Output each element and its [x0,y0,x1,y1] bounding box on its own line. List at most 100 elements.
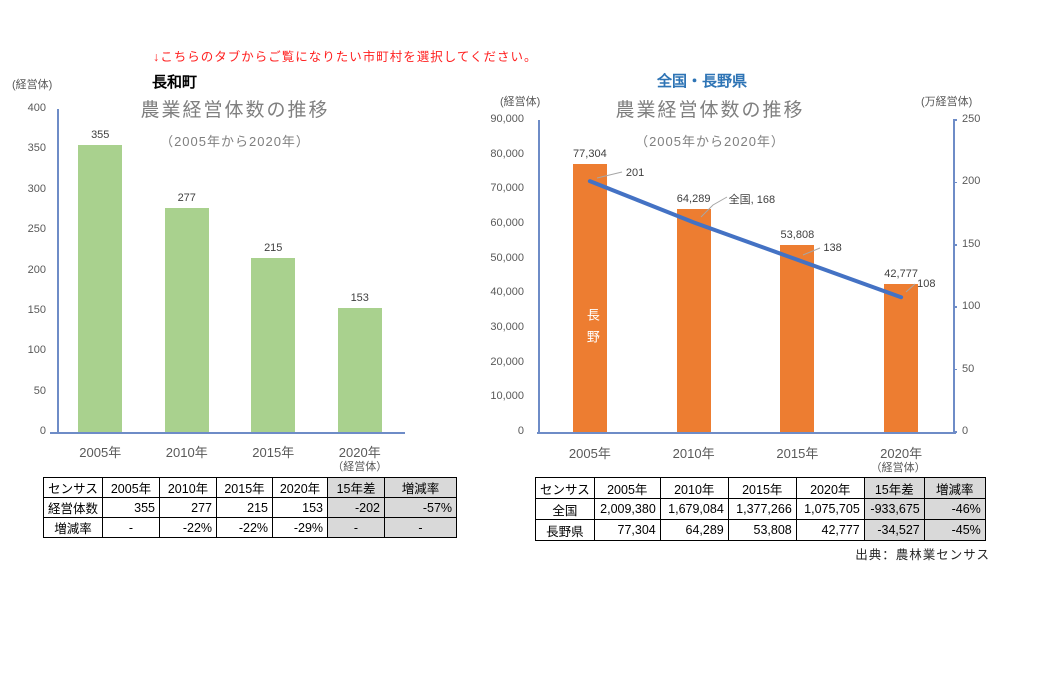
bar-value-label: 215 [264,242,283,255]
value-cell: - [327,517,386,538]
line-value-label: 138 [823,241,842,254]
bar-2015年 [251,258,296,432]
right-y-tick-label: 250 [962,113,981,125]
y-tick-label: 150 [27,303,46,316]
bar-value-label: 64,289 [676,193,711,206]
right-y-tick-mark [953,119,957,121]
bar-value-label: 355 [91,129,110,142]
in-bar-series-label: 長野 [584,308,600,352]
left-chart-title: 農業経営体数の推移 [140,100,330,121]
header-cell: 2010年 [159,477,218,498]
table-header-row: センサス 2005年 2010年 2015年 2020年 15年差 増減率 [535,477,986,499]
value-cell: -34,527 [863,519,925,541]
header-cell: 2020年 [795,477,865,499]
x-axis-line [537,432,956,434]
value-cell: - [384,517,458,538]
value-cell: 64,289 [659,519,729,541]
x-tick-label: 2015年 [252,445,295,460]
header-cell: 2005年 [102,477,161,498]
value-cell: 77,304 [593,519,661,541]
right-chart-region-label: 全国・長野県 [656,73,747,90]
header-cell: 15年差 [863,477,925,499]
left-y-tick-label: 50,000 [490,251,524,264]
header-cell: センサス [42,477,104,498]
table-row: 長野県 77,304 64,289 53,808 42,777 -34,527 -45% [535,519,986,541]
right-y-tick-mark [953,181,957,184]
national-nagano-summary-table: センサス 2005年 2010年 2015年 2020年 15年差 増減率 全国 2,009,3… [535,477,986,541]
right-y-axis-line [953,120,955,432]
national-nagano-census-table: センサス 2005年 2010年 2015年 2020年 15年差 増減率 全国 2,009,3… [535,477,986,541]
y-tick-label: 300 [27,182,46,195]
bar-2020年 [337,308,382,432]
right-y-tick-label: 50 [962,362,975,375]
value-cell: 215 [216,497,274,518]
bar-value-label: 77,304 [573,148,607,160]
row-label-cell: 全国 [535,498,595,520]
left-chart-region-label: 長和町 [152,74,198,91]
y-tick-label: 200 [27,263,46,276]
y-tick-label: 250 [27,223,46,236]
value-cell: -22% [216,517,274,538]
right-chart-subtitle: （2005年から2020年） [635,134,785,149]
value-cell: -46% [923,498,986,520]
value-cell: -22% [159,517,218,538]
value-cell: 42,777 [795,519,865,541]
value-cell: 277 [159,497,218,518]
value-cell: 1,377,266 [727,498,797,520]
left-y-tick-label: 10,000 [490,390,524,403]
bar-2010年 [676,209,711,432]
x-tick-label: 2010年 [165,445,208,460]
y-axis-line [57,109,59,432]
left-y-tick-label: 40,000 [490,286,524,299]
right-y-tick-mark [953,306,957,308]
right-chart-left-y-unit-label: (経営体) [500,96,541,108]
header-cell: 2005年 [593,477,661,499]
value-cell: -933,675 [863,498,925,520]
left-y-tick-label: 80,000 [490,147,524,160]
bar-value-label: 53,808 [780,229,815,242]
left-y-tick-label: 0 [517,425,524,437]
bar-value-label: 153 [350,292,369,305]
y-tick-label: 400 [27,102,46,114]
nagawa-summary-table: センサス 2005年 2010年 2015年 2020年 15年差 増減率 経営体数 355 27… [42,477,458,538]
value-cell: 2,009,380 [593,498,661,520]
right-chart-right-y-unit-label: (万経営体) [921,96,973,108]
value-cell: -202 [327,497,386,518]
header-cell: 2010年 [659,477,729,499]
right-y-tick-label: 200 [962,175,981,188]
x-axis-unit-note: （経営体） [332,461,388,473]
header-cell: 15年差 [327,477,386,498]
bar-2005年 [572,164,607,432]
header-cell: 2020年 [272,477,329,498]
value-cell: -57% [384,497,458,518]
tab-select-instruction: ↓こちらのタブからご覧になりたい市町村を選択してください。 [153,50,538,64]
left-y-axis-line [538,120,540,432]
value-cell: 53,808 [727,519,797,541]
row-label-cell: 経営体数 [42,497,104,518]
left-y-tick-label: 60,000 [490,217,524,229]
value-cell: 1,075,705 [795,498,865,520]
bar-2015年 [780,245,815,432]
right-y-tick-mark [953,368,957,371]
left-chart-subtitle: （2005年から2020年） [160,134,310,149]
value-cell: -29% [272,517,329,538]
table-row: 経営体数 355 277 215 153 -202 -57% [42,497,458,518]
right-chart-title: 農業経営体数の推移 [615,100,805,121]
right-y-tick-label: 0 [962,425,969,437]
nagawa-census-table: センサス 2005年 2010年 2015年 2020年 15年差 増減率 経営体数 355 27… [42,477,458,538]
header-cell: センサス [535,477,595,499]
line-value-label: 全国, 168 [728,194,776,207]
y-tick-label: 50 [33,384,46,397]
x-tick-label: 2020年 [880,446,923,461]
table-header-row: センサス 2005年 2010年 2015年 2020年 15年差 増減率 [42,477,458,498]
bar-2005年 [78,145,123,432]
left-y-tick-label: 20,000 [490,355,524,368]
row-label-cell: 長野県 [535,519,595,541]
left-chart-y-unit-label: (経営体) [12,79,53,91]
right-y-tick-label: 100 [962,300,981,313]
left-y-tick-label: 30,000 [490,321,524,333]
x-axis-unit-note: （経営体） [870,462,926,474]
table-row: 増減率 - -22% -22% -29% - - [42,517,458,538]
value-cell: 153 [272,497,329,518]
